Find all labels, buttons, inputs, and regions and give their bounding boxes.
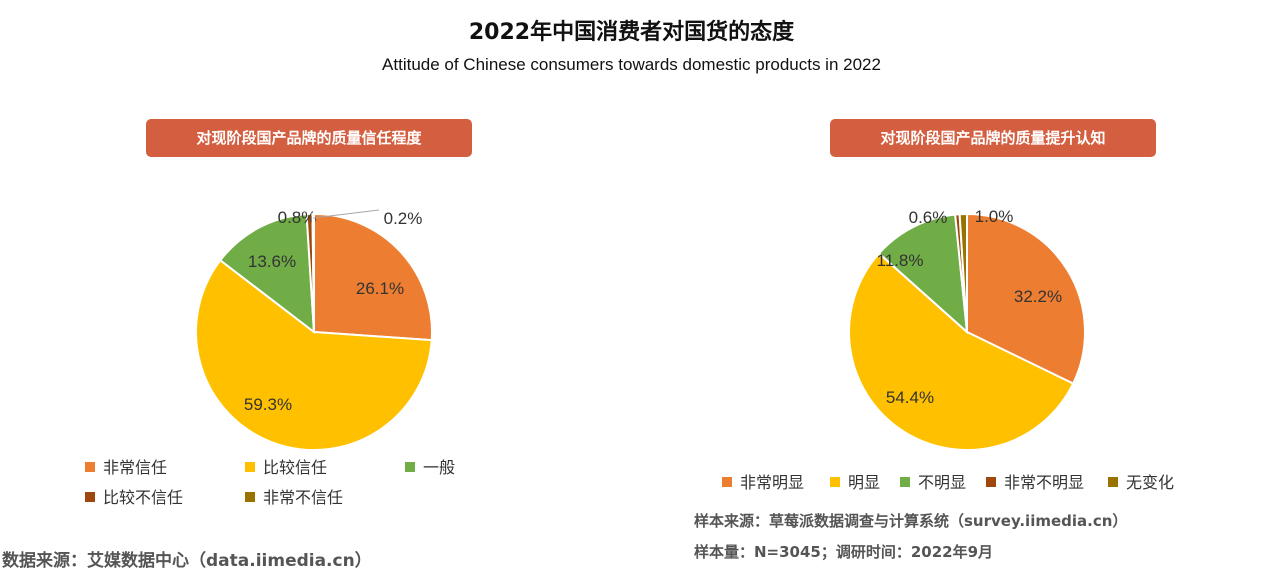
improvement-data-label-2: 11.8% bbox=[877, 251, 924, 270]
trust-legend-label-3: 比较不信任 bbox=[103, 488, 184, 507]
trust-data-label-0: 26.1% bbox=[356, 279, 404, 298]
improvement-legend-label-3: 非常不明显 bbox=[1004, 473, 1085, 492]
improvement-data-label-3: 0.6% bbox=[909, 208, 948, 227]
trust-data-label-2: 13.6% bbox=[248, 252, 296, 271]
trust-legend-item-0: 非常信任 bbox=[85, 458, 167, 478]
improvement-legend-label-0: 非常明显 bbox=[740, 473, 805, 492]
trust-legend-swatch-0 bbox=[85, 461, 95, 472]
improvement-slice-1 bbox=[848, 251, 1075, 451]
improvement-legend-item-3: 非常不明显 bbox=[986, 473, 1084, 493]
sample-size-note: 样本量：N=3045；调研时间：2022年9月 bbox=[694, 543, 994, 561]
improvement-data-label-0: 32.2% bbox=[1014, 287, 1062, 306]
improvement-legend-swatch-4 bbox=[1108, 476, 1118, 487]
improvement-legend-label-2: 不明显 bbox=[918, 473, 967, 492]
data-source-note: 数据来源：艾媒数据中心（data.iimedia.cn） bbox=[2, 551, 372, 571]
trust-legend-item-3: 比较不信任 bbox=[85, 488, 183, 508]
trust-slice-1 bbox=[195, 258, 433, 451]
trust-legend-label-2: 一般 bbox=[423, 458, 456, 477]
trust-data-label-1: 59.3% bbox=[244, 395, 292, 414]
right-pie-title-badge: 对现阶段国产品牌的质量提升认知 bbox=[830, 119, 1156, 157]
trust-legend-label-4: 非常不信任 bbox=[263, 488, 344, 507]
trust-legend-swatch-4 bbox=[245, 491, 255, 502]
improvement-legend-item-1: 明显 bbox=[830, 473, 880, 493]
chart-subtitle: Attitude of Chinese consumers towards do… bbox=[382, 55, 881, 74]
trust-legend-item-1: 比较信任 bbox=[245, 458, 327, 478]
improvement-slice-2 bbox=[877, 213, 969, 335]
trust-leader-line-4 bbox=[313, 209, 380, 219]
trust-legend-swatch-3 bbox=[85, 491, 95, 502]
improvement-legend: 非常明显 明显 不明显 非常不明显 无变化 bbox=[722, 473, 1222, 497]
trust-slice-4 bbox=[311, 212, 315, 333]
improvement-legend-label-4: 无变化 bbox=[1126, 473, 1175, 492]
trust-legend: 非常信任 比较信任 一般比较不信任 非常不信任 bbox=[85, 458, 585, 514]
trust-slice-0 bbox=[313, 212, 433, 342]
chart-title: 2022年中国消费者对国货的态度 bbox=[468, 20, 795, 45]
improvement-legend-item-4: 无变化 bbox=[1108, 473, 1174, 493]
trust-data-label-4: 0.2% bbox=[384, 209, 423, 228]
trust-legend-item-2: 一般 bbox=[405, 458, 455, 478]
trust-data-label-3: 0.8% bbox=[278, 208, 317, 227]
improvement-legend-swatch-0 bbox=[722, 476, 732, 487]
improvement-legend-swatch-1 bbox=[830, 476, 840, 487]
trust-legend-swatch-1 bbox=[245, 461, 255, 472]
trust-slice-2 bbox=[218, 213, 316, 335]
trust-legend-label-0: 非常信任 bbox=[103, 458, 168, 477]
sample-source-note: 样本来源：草莓派数据调查与计算系统（survey.iimedia.cn） bbox=[694, 512, 1128, 530]
improvement-pie-chart: 32.2% 54.4% 11.8% 0.6% 1.0% bbox=[848, 207, 1086, 451]
improvement-legend-swatch-3 bbox=[986, 476, 996, 487]
improvement-legend-item-2: 不明显 bbox=[900, 473, 966, 493]
improvement-legend-item-0: 非常明显 bbox=[722, 473, 804, 493]
improvement-data-label-1: 54.4% bbox=[886, 388, 934, 407]
trust-pie-chart: 26.1% 59.3% 13.6% 0.8% 0.2% bbox=[195, 208, 433, 451]
improvement-legend-swatch-2 bbox=[900, 476, 910, 487]
trust-legend-label-1: 比较信任 bbox=[263, 458, 328, 477]
trust-legend-swatch-2 bbox=[405, 461, 415, 472]
improvement-slice-0 bbox=[966, 212, 1086, 385]
left-pie-title-badge: 对现阶段国产品牌的质量信任程度 bbox=[146, 119, 472, 157]
improvement-legend-label-1: 明显 bbox=[848, 473, 881, 492]
trust-legend-item-4: 非常不信任 bbox=[245, 488, 343, 508]
improvement-slice-4 bbox=[958, 212, 968, 333]
improvement-data-label-4: 1.0% bbox=[975, 207, 1014, 226]
